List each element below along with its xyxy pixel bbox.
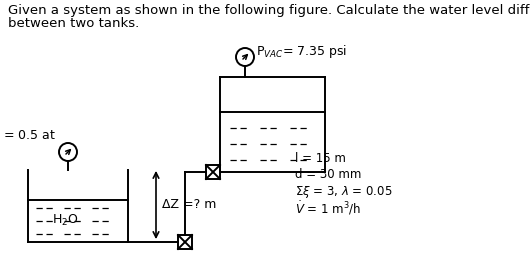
Text: between two tanks.: between two tanks. [8,17,139,30]
Text: P$_{VAC}$= 7.35 psi: P$_{VAC}$= 7.35 psi [256,43,347,60]
Text: $\Sigma\xi$ = 3, $\lambda$ = 0.05: $\Sigma\xi$ = 3, $\lambda$ = 0.05 [295,184,393,200]
Bar [178,235,192,249]
Text: l = 15 m: l = 15 m [295,152,346,165]
Text: d = 30 mm: d = 30 mm [295,168,361,181]
Bar [206,165,220,179]
Text: ΔZ =? m: ΔZ =? m [162,199,216,211]
Text: Given a system as shown in the following figure. Calculate the water level diffe: Given a system as shown in the following… [8,4,530,17]
Text: P$_{e}$ = 0.5 at: P$_{e}$ = 0.5 at [0,129,56,144]
Text: $\dot{V}$ = 1 m$^3$/h: $\dot{V}$ = 1 m$^3$/h [295,200,361,218]
Text: H$_2$O: H$_2$O [52,213,78,228]
